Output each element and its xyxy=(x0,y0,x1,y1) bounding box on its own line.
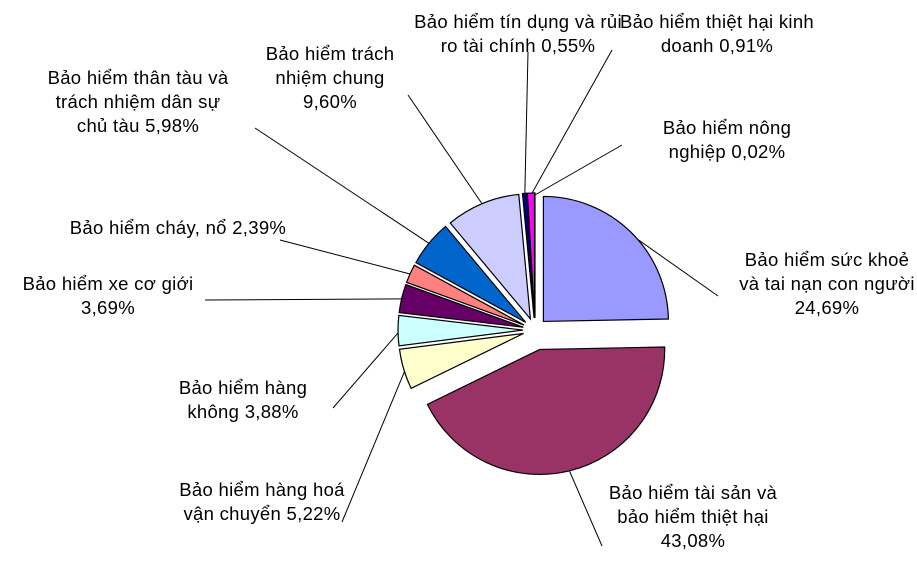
leader-line xyxy=(530,49,613,196)
pie-slice xyxy=(405,264,525,326)
slice-label: Bảo hiểm sức khoẻ và tai nạn con người 2… xyxy=(735,248,917,320)
label-box: Bảo hiểm cháy, nổ 2,39% xyxy=(63,216,293,240)
value-label: 0,91% xyxy=(719,35,774,56)
slice-label: Bảo hiểm tín dụng và rủi ro tài chính 0,… xyxy=(408,10,628,58)
pie-slice xyxy=(398,283,524,328)
category-label: Bảo hiểm tài sản và bảo hiểm thiệt hại xyxy=(608,482,778,527)
category-label: Bảo hiểm thiệt hại kinh doanh xyxy=(619,11,815,56)
label-box: Bảo hiểm tài sản và bảo hiểm thiệt hại 4… xyxy=(603,481,783,553)
label-box: Bảo hiểm xe cơ giới 3,69% xyxy=(3,272,213,320)
category-label: Bảo hiểm nông nghiệp xyxy=(662,117,792,162)
slice-label: Bảo hiểm xe cơ giới 3,69% xyxy=(3,272,213,320)
value-label: 5,98% xyxy=(145,115,200,136)
slice-label: Bảo hiểm hàng không 3,88% xyxy=(158,376,328,424)
leader-line xyxy=(204,298,404,301)
category-label: Bảo hiểm cháy, nổ xyxy=(69,217,227,238)
slice-label: Bảo hiểm hàng hoá vận chuyển 5,22% xyxy=(167,478,357,526)
pie-slice xyxy=(398,332,524,390)
leader-line xyxy=(534,144,623,196)
value-label: 0,55% xyxy=(541,35,596,56)
label-box: Bảo hiểm thiệt hại kinh doanh 0,91% xyxy=(617,10,817,58)
value-label: 0,02% xyxy=(731,141,786,162)
leader-line xyxy=(332,330,401,409)
slice-label: Bảo hiểm cháy, nổ 2,39% xyxy=(63,216,293,240)
leader-line xyxy=(254,127,431,245)
pie-slice xyxy=(415,225,527,323)
category-label: Bảo hiểm sức khoẻ và tai nạn con người xyxy=(739,249,915,294)
label-box: Bảo hiểm tín dụng và rủi ro tài chính 0,… xyxy=(408,10,628,58)
leader-line xyxy=(407,94,484,206)
value-label: 3,69% xyxy=(81,297,135,318)
leader-line xyxy=(341,368,407,523)
slice-label: Bảo hiểm thân tàu và trách nhiệm dân sự … xyxy=(43,66,233,138)
value-label: 24,69% xyxy=(794,297,860,318)
pie-slice xyxy=(449,193,532,321)
category-label: Bảo hiểm hàng hoá vận chuyển xyxy=(179,479,345,524)
slice-label: Bảo hiểm thiệt hại kinh doanh 0,91% xyxy=(617,10,817,58)
leader-lines xyxy=(204,49,719,547)
leader-line xyxy=(279,239,413,275)
value-label: 2,39% xyxy=(232,217,287,238)
pie-slice xyxy=(542,195,669,323)
slice-label: Bảo hiểm trách nhiệm chung 9,60% xyxy=(248,42,413,114)
leader-line xyxy=(524,51,529,196)
leader-line xyxy=(629,233,719,297)
category-label: Bảo hiểm tín dụng và rủi ro tài chính xyxy=(414,11,622,56)
label-box: Bảo hiểm hàng không 3,88% xyxy=(158,376,328,424)
label-box: Bảo hiểm sức khoẻ và tai nạn con người 2… xyxy=(735,248,917,320)
label-box: Bảo hiểm trách nhiệm chung 9,60% xyxy=(248,42,413,114)
category-label: Bảo hiểm xe cơ giới xyxy=(22,273,194,294)
label-box: Bảo hiểm thân tàu và trách nhiệm dân sự … xyxy=(43,66,233,138)
pie-slice xyxy=(426,346,666,476)
category-label: Bảo hiểm hàng không xyxy=(178,377,308,422)
value-label: 5,22% xyxy=(286,503,341,524)
value-label: 3,88% xyxy=(244,401,299,422)
pie-slice xyxy=(397,314,524,347)
category-label: Bảo hiểm trách nhiệm chung xyxy=(265,43,395,88)
category-label: Bảo hiểm thân tàu và trách nhiệm dân sự … xyxy=(47,67,229,136)
slice-label: Bảo hiểm nông nghiệp 0,02% xyxy=(632,116,822,164)
value-label: 9,60% xyxy=(303,91,357,112)
value-label: 43,08% xyxy=(660,530,726,551)
slice-label: Bảo hiểm tài sản và bảo hiểm thiệt hại 4… xyxy=(603,481,783,553)
leader-line xyxy=(568,468,603,547)
label-box: Bảo hiểm hàng hoá vận chuyển 5,22% xyxy=(167,478,357,526)
label-box: Bảo hiểm nông nghiệp 0,02% xyxy=(632,116,822,164)
